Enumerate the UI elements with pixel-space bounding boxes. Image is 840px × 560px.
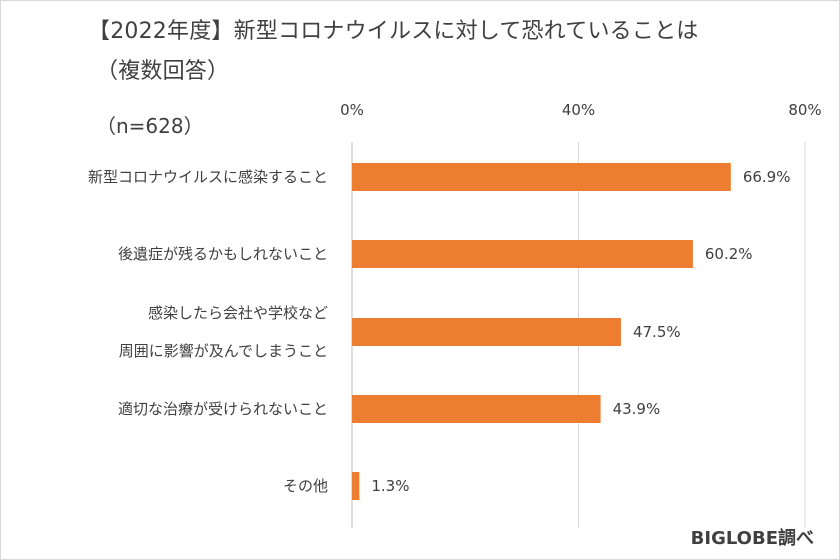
bar xyxy=(352,395,601,423)
value-label: 60.2% xyxy=(705,245,753,263)
chart-title: 【2022年度】新型コロナウイルスに対して恐れていることは xyxy=(88,19,699,44)
category-label: 後遺症が残るかもしれないこと xyxy=(118,245,328,263)
sample-size: （n=628） xyxy=(96,114,204,138)
chart-subtitle: （複数回答） xyxy=(96,59,230,84)
value-label: 43.9% xyxy=(613,400,661,418)
value-label: 1.3% xyxy=(371,477,409,495)
value-label: 66.9% xyxy=(743,168,791,186)
category-label: 新型コロナウイルスに感染すること xyxy=(88,168,328,186)
bar xyxy=(352,163,731,191)
category-label: 適切な治療が受けられないこと xyxy=(118,400,328,418)
x-tick-label: 0% xyxy=(340,101,364,119)
bar xyxy=(352,240,693,268)
bar xyxy=(352,472,360,500)
source-credit: BIGLOBE調べ xyxy=(690,528,814,549)
x-tick-label: 40% xyxy=(562,101,595,119)
category-label: 感染したら会社や学校など xyxy=(148,304,328,322)
category-label: 周囲に影響が及んでしまうこと xyxy=(119,342,328,360)
x-tick-label: 80% xyxy=(788,101,821,119)
bar xyxy=(352,318,621,346)
value-label: 47.5% xyxy=(633,323,681,341)
category-label: その他 xyxy=(283,477,328,495)
